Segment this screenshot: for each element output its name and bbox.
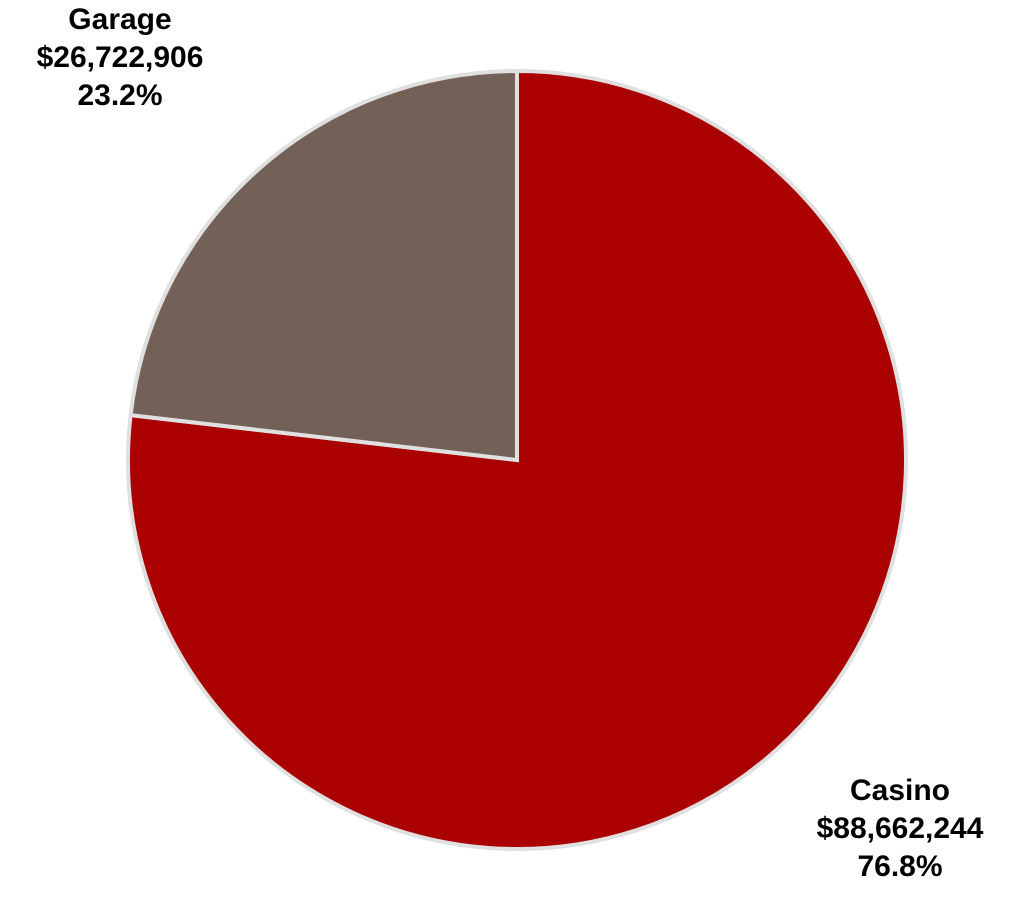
garage-value-label: $26,722,906 (36, 41, 204, 74)
pie-slice-casino (126, 68, 908, 851)
garage-data-label: Garage $26,722,906 23.2% (10, 1, 230, 115)
casino-percent-label: 76.8% (857, 850, 943, 883)
garage-percent-label: 23.2% (77, 79, 163, 112)
casino-category-label: Casino (849, 774, 951, 807)
casino-data-label: Casino $88,662,244 76.8% (790, 772, 1010, 886)
pie-slice-garage (128, 68, 519, 463)
casino-value-label: $88,662,244 (816, 812, 984, 845)
garage-category-label: Garage (68, 3, 172, 36)
